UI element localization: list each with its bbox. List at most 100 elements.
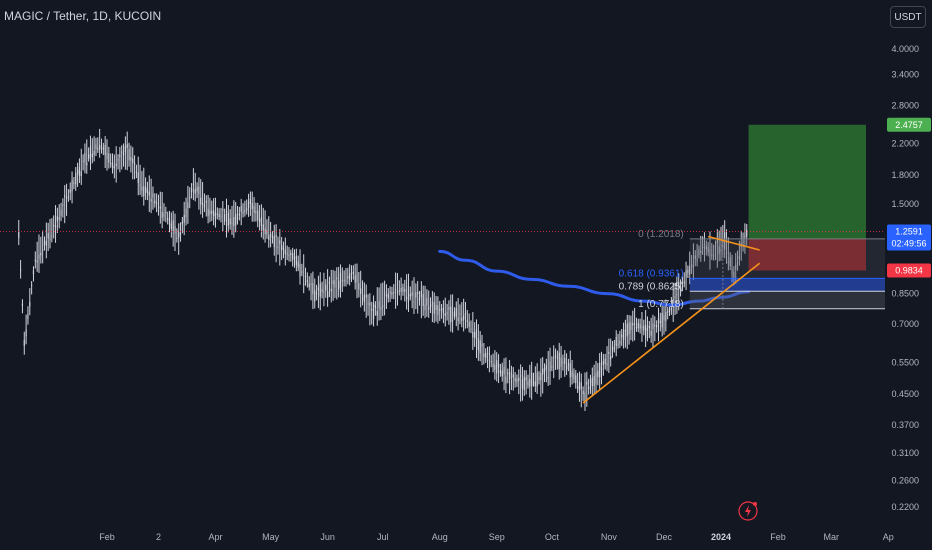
candle-body	[163, 213, 165, 217]
candle-body	[514, 377, 516, 382]
candle-body	[508, 372, 511, 380]
time-tick-label: Feb	[99, 532, 115, 542]
candle-body	[694, 255, 696, 260]
fib-retracement[interactable]: 0 (1.2018) 0.618 (0.9361) 0.789 (0.8625) 1 …	[619, 229, 885, 310]
fib-band-grey	[689, 291, 885, 309]
candle-body	[639, 324, 641, 329]
time-axis[interactable]: Feb 2 Apr May Jun Jul Aug Sep Oct Nov Dec 2024 Feb Ma…	[99, 532, 894, 542]
candle-body	[190, 188, 193, 192]
candle-body	[122, 152, 125, 156]
candle-body	[586, 381, 588, 385]
candle-body	[150, 198, 152, 202]
candle-body	[251, 202, 253, 209]
candle-body	[321, 288, 323, 293]
candle-body	[435, 304, 437, 311]
candle-body	[463, 315, 465, 320]
candle-body	[516, 378, 518, 383]
time-tick-label: Ap	[883, 532, 894, 542]
price-tags: 2.4757 0.9834 1.2591 02:49:56	[887, 117, 931, 278]
candle-body	[365, 294, 367, 298]
candle-body	[310, 283, 312, 285]
candle-body	[534, 381, 536, 387]
candle-body	[286, 253, 288, 255]
time-tick-label: Jun	[320, 532, 335, 542]
candle-body	[350, 276, 353, 278]
candle-body	[354, 275, 356, 283]
candle-body	[485, 352, 487, 358]
candle-body	[334, 280, 336, 288]
price-tick-label: 4.0000	[891, 44, 919, 54]
candle-body	[194, 189, 196, 194]
price-tick-label: 1.8000	[891, 170, 919, 180]
candle-body	[282, 247, 285, 250]
candle-body	[597, 370, 599, 377]
candle-body	[145, 186, 147, 193]
candle-body	[685, 270, 687, 278]
candle-body	[525, 377, 527, 381]
candle-body	[242, 211, 244, 214]
candle-body	[731, 268, 733, 274]
candle-body	[672, 299, 674, 301]
candle-body	[714, 245, 717, 247]
candle-body	[483, 353, 485, 358]
candle-body	[325, 284, 327, 291]
candle-body	[602, 361, 604, 366]
candle-body	[667, 311, 669, 313]
candle-body	[290, 252, 292, 256]
candle-body	[490, 361, 492, 363]
candle-body	[34, 259, 36, 261]
candle-body	[371, 308, 373, 311]
candle-body	[154, 200, 156, 204]
candle-body	[358, 283, 360, 290]
candle-body	[275, 234, 277, 238]
candle-body	[264, 228, 266, 235]
candle-body	[352, 272, 354, 275]
candle-body	[413, 301, 415, 303]
candle-body	[505, 376, 507, 384]
candle-body	[492, 363, 494, 367]
price-tick-label: 0.3700	[891, 420, 919, 430]
candle-body	[157, 210, 160, 212]
candle-body	[54, 225, 57, 228]
candle-body	[571, 371, 573, 377]
candle-body	[628, 322, 630, 335]
candle-body	[360, 288, 362, 294]
candle-body	[577, 386, 579, 389]
candle-body	[99, 144, 101, 150]
candle-body	[637, 322, 639, 329]
candle-body	[233, 216, 235, 227]
candle-body	[213, 210, 215, 216]
bar-countdown: 02:49:56	[891, 239, 926, 249]
candle-body	[343, 279, 345, 281]
candle-body	[249, 198, 251, 204]
candle-body	[220, 215, 222, 217]
candle-body	[53, 224, 55, 226]
candle-body	[222, 209, 224, 211]
candle-body	[214, 212, 217, 220]
candle-body	[396, 291, 399, 293]
currency-button[interactable]: USDT	[890, 6, 926, 28]
price-axis[interactable]: 4.0000 3.4000 2.8000 2.2000 1.8000 1.5000 0.85…	[891, 44, 919, 512]
lightning-icon[interactable]	[738, 501, 758, 521]
price-tick-label: 1.5000	[891, 199, 919, 209]
candle-body	[417, 292, 419, 295]
trendlines[interactable]	[582, 235, 761, 404]
candle-body	[407, 286, 410, 302]
moving-average	[438, 249, 751, 307]
candle-body	[260, 217, 263, 227]
candle-body	[117, 158, 119, 161]
candle-body	[71, 179, 73, 192]
candle-body	[389, 291, 391, 293]
candle-body	[711, 254, 713, 256]
candle-body	[207, 208, 209, 217]
candle-body	[569, 363, 571, 378]
last-price-tag: 1.2591	[895, 227, 923, 237]
candle-body	[47, 233, 49, 239]
candle-body	[551, 366, 553, 368]
candle-body	[75, 173, 77, 185]
candle-body	[297, 261, 299, 268]
candle-body	[613, 347, 615, 349]
candle-body	[742, 238, 744, 248]
candle-body	[146, 188, 149, 194]
